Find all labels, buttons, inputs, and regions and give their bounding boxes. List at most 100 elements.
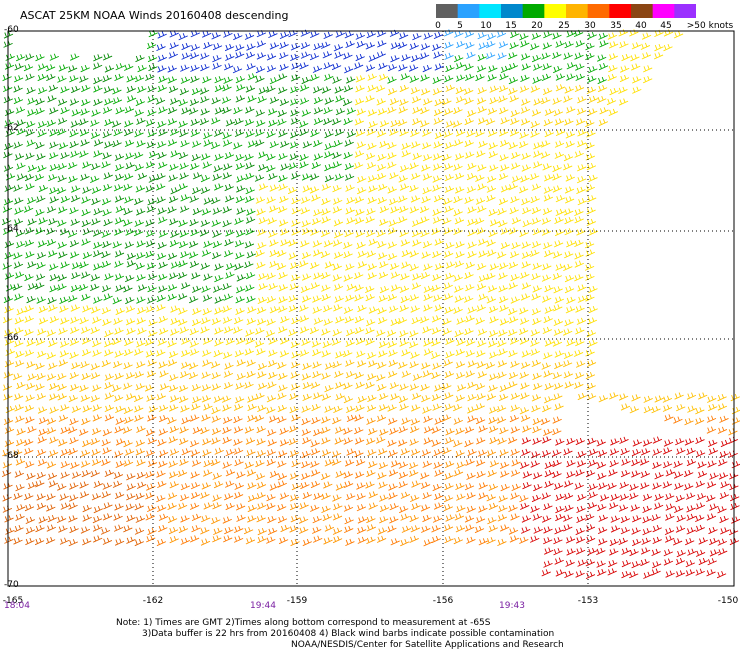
wind-barb	[148, 319, 158, 327]
wind-barb	[444, 392, 454, 400]
wind-barb	[24, 492, 34, 501]
wind-barb	[508, 142, 518, 150]
wind-barb	[531, 494, 542, 503]
wind-barb	[477, 205, 487, 213]
wind-barb	[346, 217, 356, 225]
wind-barb	[467, 406, 477, 414]
wind-barb	[266, 130, 276, 139]
wind-barb	[134, 538, 144, 547]
wind-barb	[375, 85, 386, 93]
wind-barb	[431, 327, 442, 335]
wind-barb	[531, 394, 542, 402]
wind-barb	[277, 416, 287, 424]
wind-barb	[123, 219, 133, 227]
wind-barb	[278, 219, 289, 227]
wind-barb	[14, 293, 24, 301]
wind-barb	[244, 461, 254, 470]
wind-barb	[2, 262, 12, 270]
wind-barb	[37, 406, 48, 414]
wind-barb	[69, 98, 80, 106]
wind-barb	[476, 470, 486, 479]
wind-barb	[530, 85, 540, 93]
wind-barb	[124, 416, 134, 424]
wind-barb	[26, 109, 37, 117]
wind-barb	[288, 252, 298, 260]
wind-barb	[420, 106, 430, 115]
wind-barb	[388, 349, 398, 357]
wind-barb	[170, 328, 180, 336]
wind-barb	[324, 524, 335, 532]
wind-barb	[45, 536, 56, 545]
wind-barb	[35, 383, 45, 391]
wind-barb	[399, 403, 409, 411]
wind-barb	[223, 381, 234, 390]
wind-barb	[387, 370, 398, 378]
wind-barb	[630, 54, 640, 62]
wind-barb	[147, 85, 157, 93]
wind-barb	[46, 73, 56, 82]
wind-barb	[323, 62, 333, 70]
wind-barb	[376, 230, 386, 238]
wind-barb	[597, 449, 608, 458]
wind-barb	[464, 97, 474, 105]
wind-barb	[695, 568, 705, 576]
wind-barb	[234, 459, 244, 467]
wind-barb	[643, 571, 653, 579]
wind-barb	[485, 118, 496, 126]
wind-barb	[398, 426, 408, 434]
wind-barb	[410, 448, 421, 456]
wind-barb	[575, 327, 585, 335]
wind-barb	[192, 172, 203, 180]
wind-barb	[343, 427, 353, 435]
wind-barb	[60, 317, 70, 325]
wind-barb	[422, 129, 432, 137]
wind-barb	[466, 172, 477, 181]
wind-barb	[16, 53, 26, 62]
wind-barb	[302, 436, 312, 445]
wind-barb	[488, 483, 498, 491]
wind-barb	[497, 371, 507, 379]
wind-barb	[520, 382, 530, 390]
wind-barb	[278, 305, 288, 313]
wind-barb	[222, 106, 232, 115]
wind-barb	[412, 152, 422, 161]
wind-barb	[519, 495, 529, 503]
wind-barb	[608, 469, 618, 477]
wind-barb	[37, 350, 47, 358]
wind-barb	[181, 349, 191, 358]
wind-barb	[520, 502, 530, 510]
wind-barb	[200, 52, 210, 60]
wind-barb	[357, 261, 367, 269]
wind-barb	[225, 53, 235, 61]
wind-barb	[552, 164, 562, 173]
wind-barb	[157, 120, 167, 129]
wind-barb	[67, 426, 78, 434]
wind-barb	[324, 174, 335, 183]
wind-barb	[511, 151, 521, 160]
wind-barb	[378, 350, 388, 358]
wind-barb	[530, 173, 540, 181]
wind-barb	[606, 97, 617, 106]
wind-barb	[258, 183, 269, 191]
wind-barb	[24, 53, 35, 61]
wind-barb	[68, 161, 78, 170]
wind-barb	[223, 370, 234, 378]
wind-barb	[574, 52, 584, 60]
wind-barb	[555, 73, 566, 81]
wind-barb	[266, 85, 276, 93]
wind-barb	[312, 295, 322, 303]
wind-barb	[38, 305, 49, 314]
wind-barb	[597, 84, 608, 93]
wind-barb	[354, 196, 365, 204]
wind-barb	[432, 216, 443, 224]
wind-barb	[178, 219, 188, 228]
wind-barb	[552, 470, 562, 479]
wind-barb	[101, 250, 111, 259]
wind-barb	[456, 493, 466, 501]
wind-barb	[508, 381, 518, 389]
wind-barb	[16, 428, 26, 436]
wind-barb	[147, 414, 157, 422]
wind-barb	[346, 493, 356, 501]
wind-barb	[236, 84, 246, 92]
wind-barb	[115, 307, 125, 316]
